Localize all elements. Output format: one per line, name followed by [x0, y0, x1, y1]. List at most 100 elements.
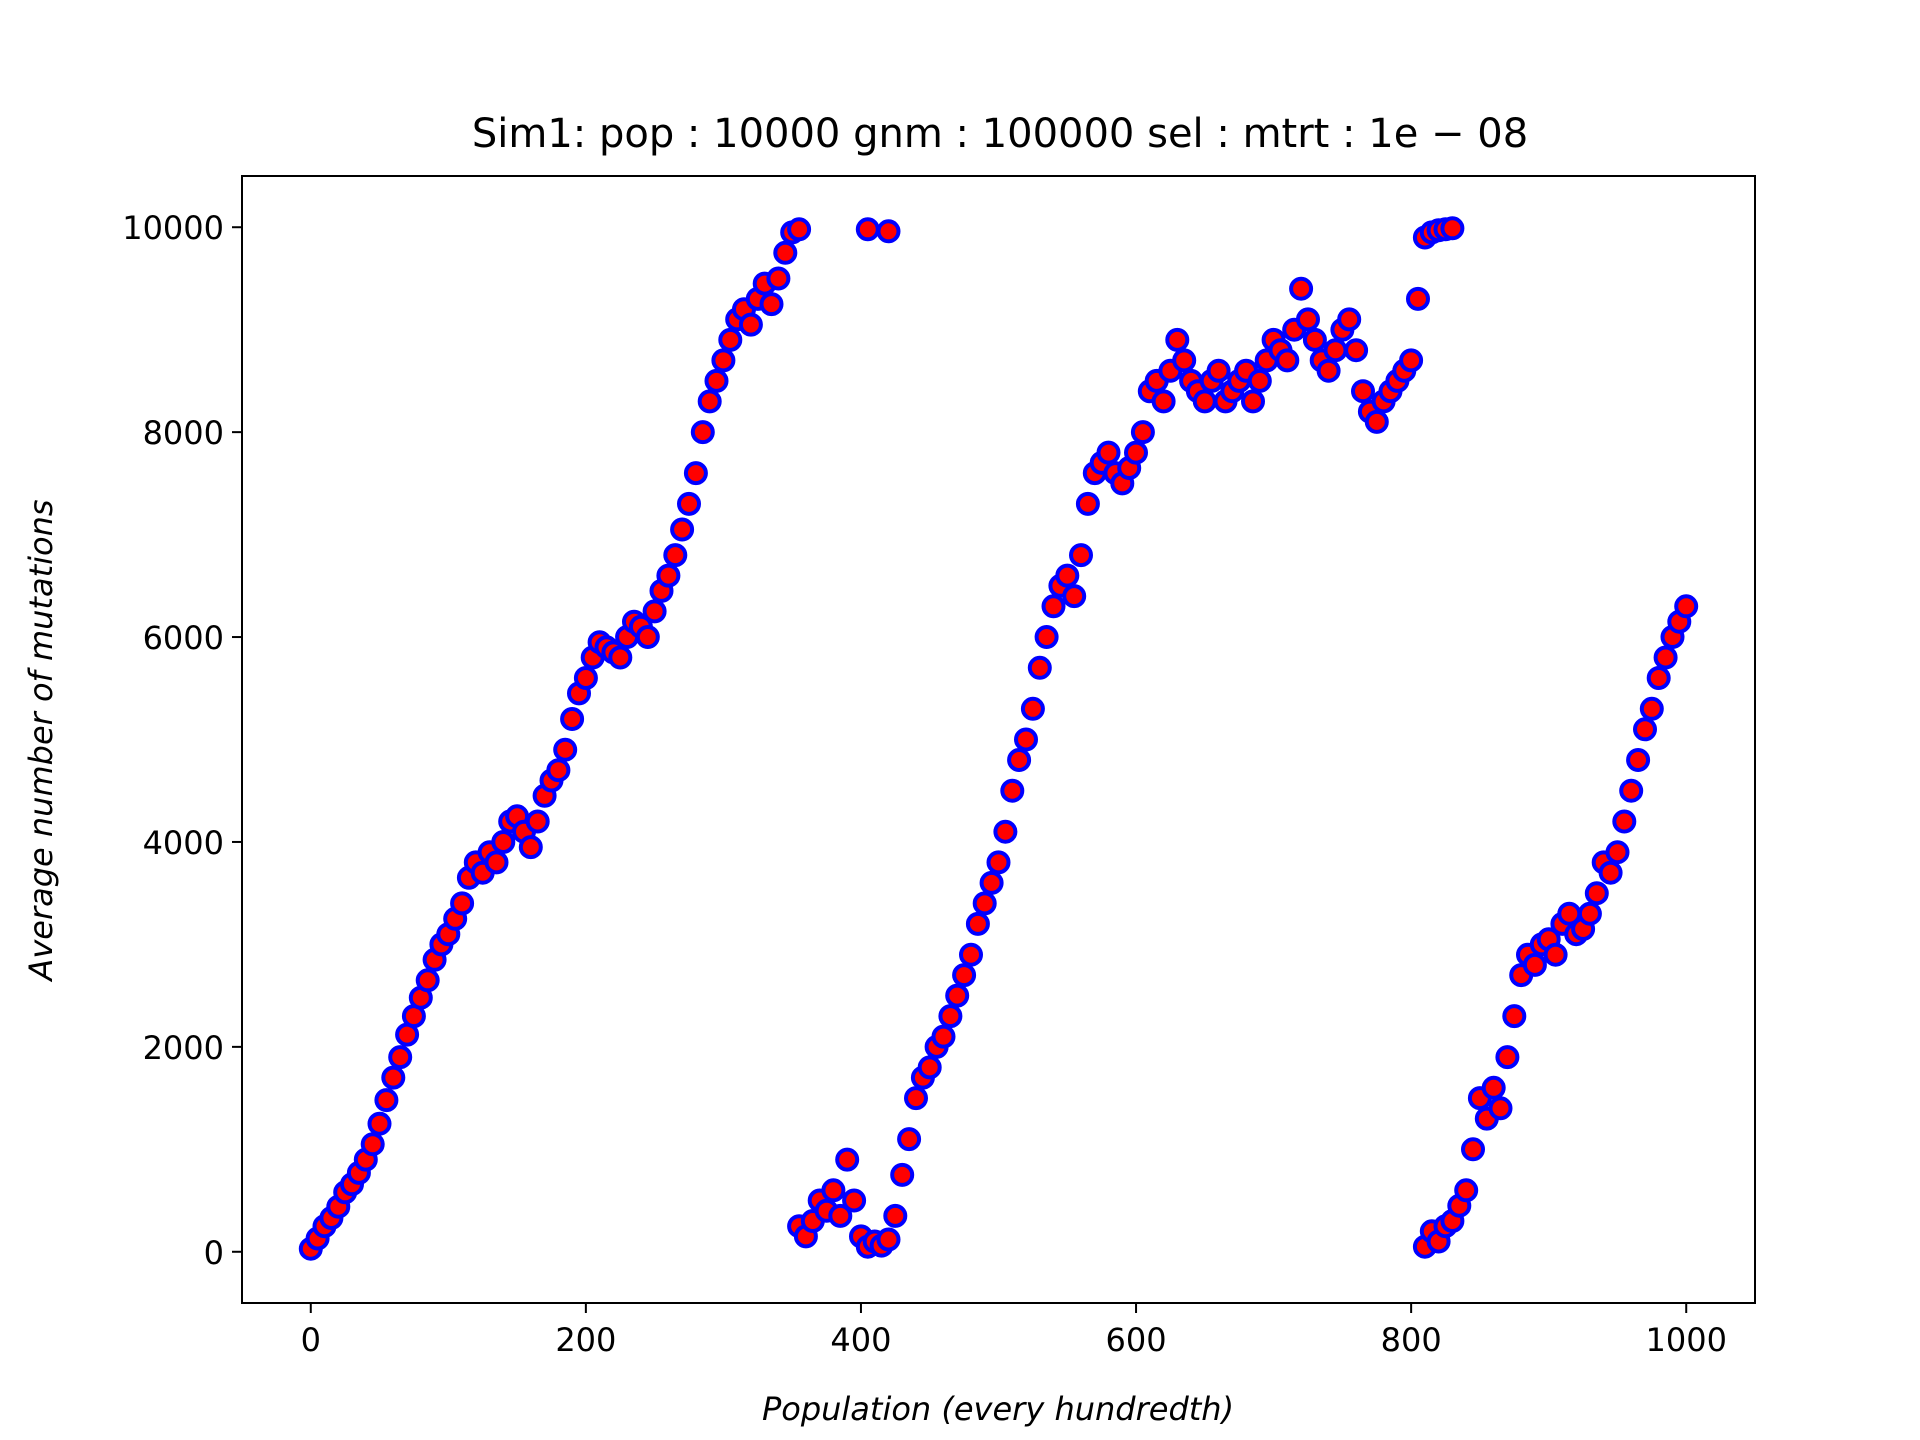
x-axis-label: Population (every hundredth) — [762, 1390, 1234, 1428]
data-point — [1014, 727, 1038, 752]
data-point — [573, 666, 598, 690]
data-point — [642, 599, 667, 624]
x-tick-label: 800 — [1381, 1321, 1442, 1359]
data-point — [360, 1132, 385, 1157]
data-point — [683, 461, 708, 486]
data-point — [677, 491, 701, 516]
y-tick-label: 0 — [204, 1234, 224, 1272]
x-tick-label: 0 — [301, 1321, 321, 1359]
data-point — [608, 645, 633, 670]
data-point — [1481, 1075, 1506, 1100]
data-point — [518, 835, 543, 860]
data-point — [759, 292, 784, 317]
data-point — [1165, 327, 1190, 352]
data-point — [904, 1086, 928, 1111]
data-point — [1543, 942, 1568, 967]
y-axis-label: Average number of mutations — [22, 499, 60, 982]
data-point — [1206, 358, 1231, 383]
data-point — [1323, 338, 1348, 363]
data-point — [1639, 696, 1664, 721]
data-points — [298, 216, 1699, 1261]
data-point — [1406, 286, 1430, 311]
data-point — [1151, 389, 1176, 414]
y-axis-ticks: 0 2000 4000 6000 8000 10000 — [122, 209, 242, 1272]
data-point — [738, 312, 763, 337]
data-point — [1351, 379, 1375, 404]
data-point — [415, 968, 440, 993]
data-point — [1020, 696, 1045, 721]
data-point — [959, 942, 983, 967]
data-point — [787, 217, 812, 242]
data-point — [1522, 952, 1547, 977]
data-point — [1041, 594, 1066, 619]
data-point — [766, 266, 791, 291]
data-point — [1027, 655, 1052, 680]
data-point — [1172, 348, 1197, 373]
data-point — [1192, 389, 1217, 414]
data-point — [1034, 625, 1059, 649]
data-point — [1000, 778, 1025, 803]
data-point — [663, 543, 688, 568]
data-point — [1062, 584, 1087, 609]
data-point — [1619, 778, 1644, 803]
data-point — [697, 389, 722, 414]
data-point — [546, 758, 571, 783]
data-point — [1364, 409, 1389, 434]
data-point — [876, 1227, 901, 1252]
data-point — [1646, 666, 1671, 690]
data-point — [897, 1127, 922, 1152]
data-point — [1502, 1004, 1527, 1029]
chart-title: Sim1: pop : 10000 gnm : 100000 sel : mtr… — [472, 111, 1528, 157]
data-point — [560, 707, 585, 731]
data-point — [1488, 1096, 1513, 1121]
data-point — [1626, 748, 1651, 772]
y-tick-label: 2000 — [143, 1029, 224, 1067]
y-tick-label: 6000 — [143, 619, 224, 657]
data-point — [1075, 491, 1100, 516]
data-point — [972, 891, 997, 916]
data-point — [917, 1055, 942, 1080]
data-point — [1461, 1137, 1485, 1162]
data-point — [553, 737, 578, 762]
data-point — [828, 1203, 853, 1228]
data-point — [1495, 1045, 1520, 1070]
data-point — [835, 1147, 860, 1172]
data-point — [1337, 307, 1362, 332]
data-point — [945, 983, 970, 1008]
data-point — [883, 1203, 908, 1228]
data-point — [890, 1162, 915, 1187]
data-point — [1241, 389, 1265, 414]
data-point — [1316, 358, 1341, 383]
data-point — [965, 911, 990, 936]
data-point — [491, 830, 516, 854]
data-point — [367, 1111, 392, 1136]
data-point — [1612, 809, 1637, 834]
x-tick-label: 1000 — [1646, 1321, 1727, 1359]
data-point — [986, 850, 1011, 875]
data-point — [670, 517, 695, 542]
data-point — [821, 1178, 846, 1203]
data-point — [1275, 348, 1300, 373]
data-point — [1007, 748, 1032, 772]
data-point — [1302, 327, 1327, 352]
data-point — [388, 1045, 413, 1070]
data-point — [1296, 307, 1320, 332]
data-point — [931, 1024, 956, 1049]
data-point — [842, 1188, 867, 1213]
data-point — [374, 1088, 399, 1113]
data-point — [1096, 440, 1121, 465]
data-point — [690, 420, 715, 445]
data-point — [1289, 276, 1314, 301]
x-tick-label: 400 — [830, 1321, 891, 1359]
data-point — [1584, 881, 1609, 906]
data-point — [1674, 594, 1699, 619]
y-tick-label: 10000 — [122, 209, 224, 247]
data-point — [450, 891, 475, 916]
plot-frame — [241, 175, 1756, 1304]
x-tick-label: 200 — [555, 1321, 616, 1359]
data-point — [1130, 420, 1155, 445]
data-point — [1633, 717, 1657, 742]
data-point — [711, 348, 736, 373]
data-point — [1247, 368, 1272, 393]
